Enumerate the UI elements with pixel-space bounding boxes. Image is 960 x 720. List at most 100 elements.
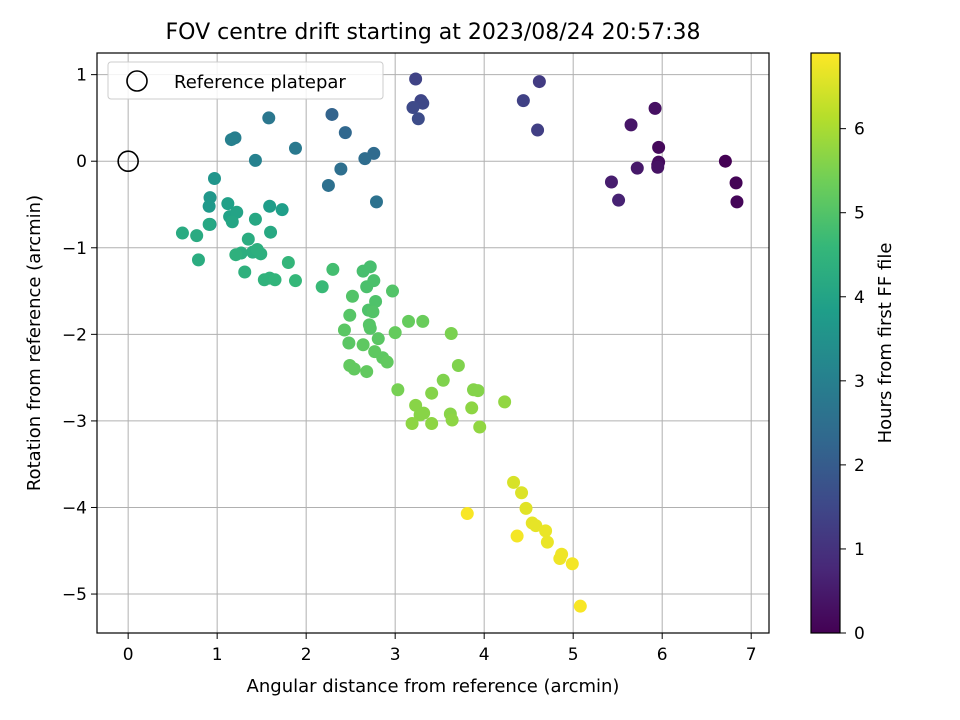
data-point	[507, 475, 521, 489]
data-point	[248, 212, 262, 226]
legend-box	[107, 61, 384, 100]
x-axis-label: Angular distance from reference (arcmin)	[247, 676, 620, 697]
data-point	[360, 365, 374, 379]
data-point	[369, 195, 383, 209]
data-point	[529, 519, 543, 533]
x-tick-label: 7	[746, 645, 757, 665]
data-point	[473, 420, 487, 434]
data-point	[371, 332, 385, 346]
colorbar-label: Hours from first FF file	[875, 243, 896, 444]
colorbar-tick-label: 2	[854, 456, 865, 476]
data-point	[380, 355, 394, 369]
data-point	[366, 305, 380, 319]
data-point	[202, 217, 216, 231]
colorbar-tick-label: 3	[854, 372, 865, 392]
y-axis-ticks: 1 0 −1 −2 −3 −4 −5	[62, 66, 97, 605]
data-point	[288, 274, 302, 288]
colorbar-tick-label: 4	[854, 288, 865, 308]
data-point	[425, 386, 439, 400]
data-point	[191, 253, 205, 267]
colorbar-tick-label: 0	[854, 624, 865, 644]
data-point	[402, 314, 416, 328]
data-point	[367, 274, 381, 288]
data-point	[406, 101, 420, 115]
data-point	[409, 72, 423, 86]
colorbar-ticks: 0 1 2 3 4 5 6	[840, 120, 865, 644]
data-point	[288, 141, 302, 155]
data-point	[175, 226, 189, 240]
data-point	[553, 552, 567, 566]
data-point	[325, 107, 339, 121]
data-point	[718, 154, 732, 168]
data-point	[275, 203, 289, 217]
grid-lines	[97, 53, 769, 633]
data-point	[604, 175, 618, 189]
data-point	[413, 408, 427, 422]
data-points	[175, 72, 744, 613]
data-point	[337, 323, 351, 337]
data-point	[648, 101, 662, 115]
data-point	[321, 178, 335, 192]
data-point	[573, 599, 587, 613]
colorbar-tick-label: 6	[854, 120, 865, 140]
data-point	[281, 255, 295, 269]
data-point	[369, 294, 383, 308]
colorbar: 0 1 2 3 4 5 6 Hours from first FF file	[810, 52, 896, 644]
reference-platepar-marker	[117, 150, 139, 173]
data-point	[221, 197, 235, 211]
data-point	[190, 229, 204, 243]
data-point	[338, 126, 352, 140]
y-tick-label: 1	[76, 66, 87, 86]
data-point	[436, 373, 450, 387]
data-point	[425, 417, 439, 431]
data-point	[326, 262, 340, 276]
data-point	[264, 225, 278, 239]
data-point	[238, 265, 252, 279]
data-point	[445, 413, 459, 427]
legend: Reference platepar	[107, 61, 384, 100]
legend-entry-label: Reference platepar	[174, 72, 346, 93]
data-point	[516, 94, 530, 108]
data-point	[334, 162, 348, 176]
data-point	[229, 248, 243, 262]
data-point	[444, 326, 458, 340]
data-point	[565, 557, 579, 571]
data-point	[363, 321, 377, 335]
y-tick-label: 0	[76, 152, 87, 172]
colorbar-tick-label: 5	[854, 204, 865, 224]
data-point	[405, 417, 419, 431]
data-point	[471, 384, 485, 398]
data-point	[624, 118, 638, 132]
legend-marker-icon	[126, 70, 148, 92]
data-point	[652, 140, 666, 154]
data-point	[519, 501, 533, 515]
plot-frame	[96, 52, 770, 634]
data-point	[531, 123, 545, 137]
data-point	[358, 152, 372, 166]
x-tick-label: 5	[568, 645, 579, 665]
data-point	[202, 199, 216, 213]
data-point	[451, 359, 465, 373]
x-tick-label: 3	[390, 645, 401, 665]
data-point	[630, 161, 644, 175]
data-point	[268, 273, 282, 287]
y-tick-label: −5	[62, 585, 87, 605]
data-point	[510, 529, 524, 543]
data-point	[416, 314, 430, 328]
data-point	[460, 507, 474, 521]
data-point	[391, 383, 405, 397]
data-point	[411, 112, 425, 126]
data-point	[225, 215, 239, 229]
x-tick-label: 1	[212, 645, 223, 665]
data-point	[498, 395, 512, 409]
colorbar-tick-label: 1	[854, 540, 865, 560]
data-point	[263, 199, 277, 213]
y-tick-label: −2	[62, 325, 87, 345]
data-point	[262, 111, 276, 125]
data-point	[532, 75, 546, 89]
x-tick-label: 4	[479, 645, 490, 665]
chart-title: FOV centre drift starting at 2023/08/24 …	[166, 20, 701, 45]
data-point	[612, 193, 626, 207]
data-point	[416, 96, 430, 110]
